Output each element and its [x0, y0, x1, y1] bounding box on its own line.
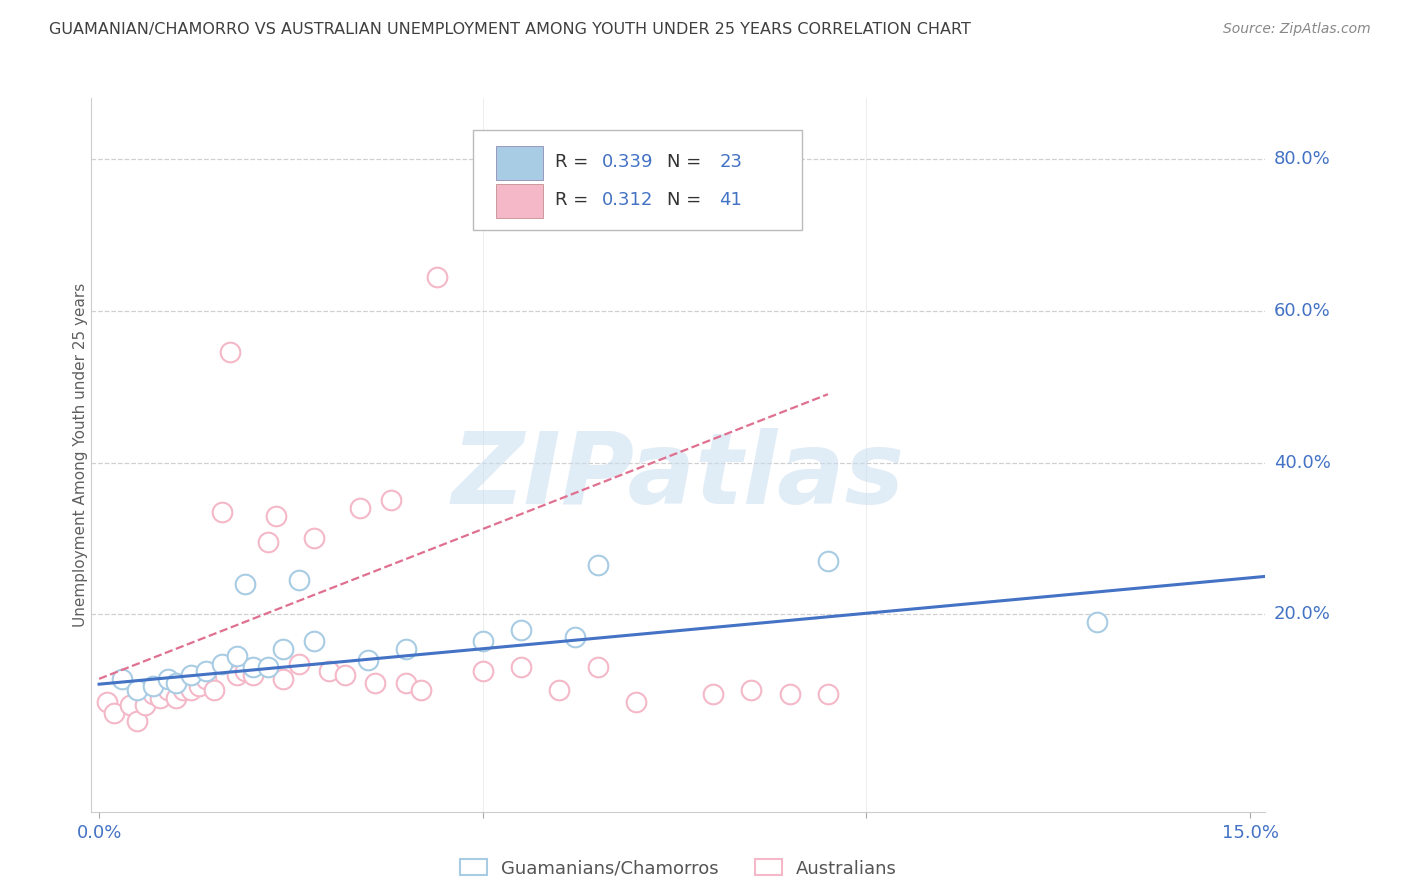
- Point: [118, 698, 141, 713]
- Text: 80.0%: 80.0%: [1274, 150, 1330, 168]
- Point: [242, 668, 264, 682]
- Point: [96, 695, 118, 709]
- Point: [271, 641, 294, 656]
- Y-axis label: Unemployment Among Youth under 25 years: Unemployment Among Youth under 25 years: [73, 283, 87, 627]
- Point: [471, 665, 494, 679]
- Point: [333, 668, 356, 682]
- Text: 60.0%: 60.0%: [1274, 301, 1330, 319]
- Text: 0.339: 0.339: [602, 153, 654, 171]
- Point: [165, 675, 187, 690]
- Point: [149, 690, 172, 705]
- Bar: [496, 184, 543, 218]
- Point: [211, 657, 233, 671]
- Point: [548, 683, 571, 698]
- Point: [211, 505, 233, 519]
- Point: [142, 687, 165, 701]
- Text: 0.312: 0.312: [602, 191, 654, 209]
- Point: [218, 345, 240, 359]
- Text: 40.0%: 40.0%: [1274, 453, 1330, 472]
- Point: [395, 675, 418, 690]
- Point: [134, 698, 156, 713]
- Point: [380, 493, 402, 508]
- Point: [195, 672, 218, 686]
- Point: [233, 665, 256, 679]
- Point: [817, 687, 839, 701]
- Point: [187, 680, 209, 694]
- Point: [702, 687, 724, 701]
- Point: [202, 683, 225, 698]
- Point: [1085, 615, 1108, 629]
- Text: 41: 41: [720, 191, 742, 209]
- Point: [356, 653, 378, 667]
- FancyBboxPatch shape: [472, 130, 801, 230]
- Point: [157, 683, 180, 698]
- Point: [426, 269, 449, 284]
- Point: [242, 660, 264, 674]
- Point: [172, 683, 194, 698]
- Point: [127, 714, 149, 728]
- Text: Source: ZipAtlas.com: Source: ZipAtlas.com: [1223, 22, 1371, 37]
- Text: 23: 23: [720, 153, 742, 171]
- Point: [349, 501, 371, 516]
- Point: [142, 680, 165, 694]
- Point: [195, 665, 218, 679]
- Point: [127, 683, 149, 698]
- Point: [740, 683, 762, 698]
- Text: R =: R =: [555, 191, 595, 209]
- Point: [257, 535, 280, 549]
- Point: [226, 649, 249, 664]
- Point: [302, 532, 325, 546]
- Point: [302, 634, 325, 648]
- Point: [287, 657, 309, 671]
- Bar: [496, 146, 543, 180]
- Text: GUAMANIAN/CHAMORRO VS AUSTRALIAN UNEMPLOYMENT AMONG YOUTH UNDER 25 YEARS CORRELA: GUAMANIAN/CHAMORRO VS AUSTRALIAN UNEMPLO…: [49, 22, 972, 37]
- Point: [257, 660, 280, 674]
- Point: [318, 665, 340, 679]
- Text: R =: R =: [555, 153, 595, 171]
- Point: [779, 687, 801, 701]
- Point: [180, 668, 202, 682]
- Text: ZIPatlas: ZIPatlas: [451, 428, 905, 524]
- Text: N =: N =: [666, 191, 707, 209]
- Point: [157, 672, 180, 686]
- Point: [586, 558, 609, 572]
- Legend: Guamanians/Chamorros, Australians: Guamanians/Chamorros, Australians: [453, 852, 904, 885]
- Point: [271, 672, 294, 686]
- Point: [471, 634, 494, 648]
- Point: [586, 660, 609, 674]
- Point: [411, 683, 433, 698]
- Point: [103, 706, 125, 720]
- Point: [510, 660, 533, 674]
- Point: [180, 683, 202, 698]
- Point: [165, 690, 187, 705]
- Point: [395, 641, 418, 656]
- Point: [111, 672, 134, 686]
- Point: [287, 573, 309, 587]
- Point: [510, 623, 533, 637]
- Point: [564, 630, 586, 644]
- Point: [364, 675, 387, 690]
- Text: N =: N =: [666, 153, 707, 171]
- Point: [624, 695, 647, 709]
- Point: [226, 668, 249, 682]
- Point: [817, 554, 839, 568]
- Point: [233, 577, 256, 591]
- Point: [264, 508, 287, 523]
- Text: 20.0%: 20.0%: [1274, 606, 1330, 624]
